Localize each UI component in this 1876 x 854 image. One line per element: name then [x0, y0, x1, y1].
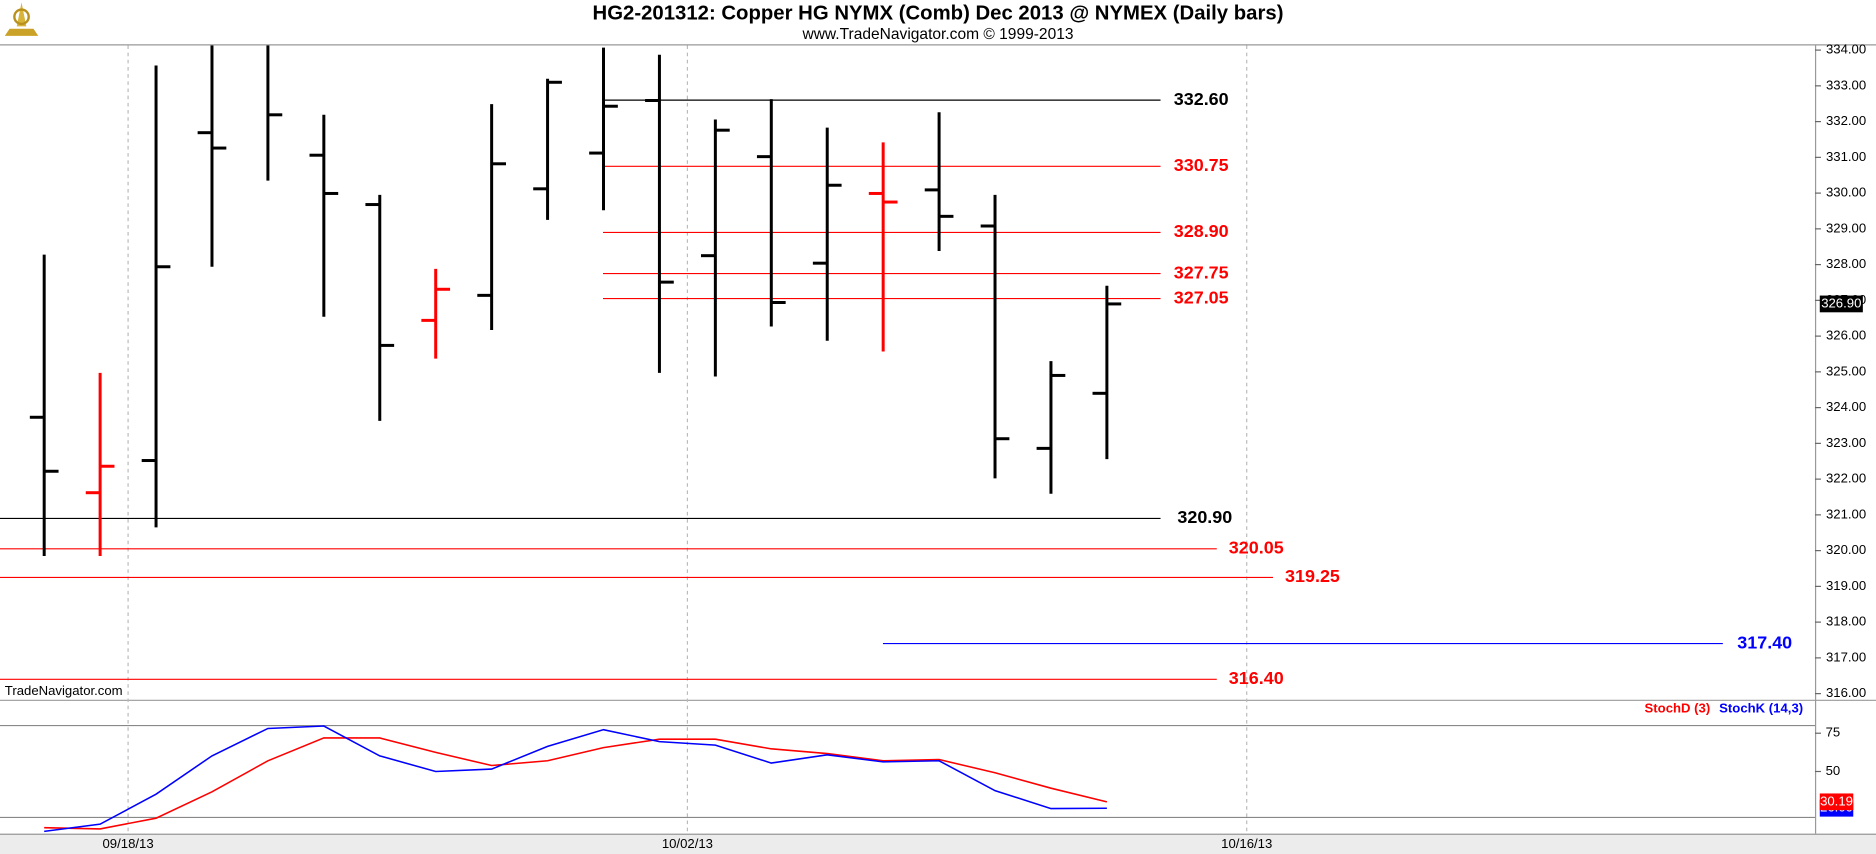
y-tick-label: 330.00 — [1826, 185, 1866, 200]
y-tick-label: 334.00 — [1826, 42, 1866, 57]
level-label: 328.90 — [1174, 221, 1229, 241]
last-value-label: 30.19 — [1820, 793, 1853, 808]
y-tick-label: 320.00 — [1826, 542, 1866, 557]
legend-entry: StochD (3) — [1645, 701, 1711, 716]
level-label: 330.75 — [1174, 155, 1229, 175]
logo — [4, 2, 39, 36]
last-price-box — [1819, 295, 1863, 313]
y-tick-label: 332.00 — [1826, 113, 1866, 128]
footer: TradeNavigator.com — [5, 683, 123, 698]
y-tick-label: 325.00 — [1826, 363, 1866, 378]
level-label: 327.05 — [1174, 287, 1229, 307]
last-value-box — [1819, 793, 1854, 811]
y-tick-label: 323.00 — [1826, 435, 1866, 450]
y-tick-label: 318.00 — [1826, 614, 1866, 629]
x-tick-label: 10/02/13 — [662, 836, 713, 851]
date-axis-band — [0, 833, 1876, 854]
y-tick-label: 317.00 — [1826, 649, 1866, 664]
chart-subtitle: www.TradeNavigator.com © 1999-2013 — [801, 26, 1073, 43]
level-label: 317.40 — [1737, 632, 1792, 652]
y-tick-label: 319.00 — [1826, 578, 1866, 593]
y-tick-label: 328.00 — [1826, 256, 1866, 271]
y-tick-label: 324.00 — [1826, 399, 1866, 414]
level-label: 327.75 — [1174, 262, 1229, 282]
x-tick-label: 09/18/13 — [103, 836, 154, 851]
level-label: 320.05 — [1229, 538, 1284, 558]
level-label: 332.60 — [1174, 89, 1229, 109]
stoch-line — [44, 725, 1107, 833]
stoch-line — [44, 737, 1108, 830]
y-tick-label: 50 — [1826, 763, 1841, 778]
x-tick-label: 10/16/13 — [1221, 836, 1272, 851]
y-tick-label: 321.00 — [1826, 506, 1866, 521]
y-tick-label: 75 — [1826, 725, 1841, 740]
y-tick-label: 316.00 — [1826, 685, 1866, 700]
y-tick-label: 331.00 — [1826, 149, 1866, 164]
y-tick-label: 329.00 — [1826, 220, 1866, 235]
level-label: 316.40 — [1229, 668, 1284, 688]
level-label: 320.90 — [1177, 507, 1232, 527]
y-tick-label: 322.00 — [1826, 471, 1866, 486]
last-price-label: 326.90 — [1821, 295, 1861, 310]
chart-title: HG2-201312: Copper HG NYMX (Comb) Dec 20… — [593, 3, 1284, 25]
y-tick-label: 333.00 — [1826, 77, 1866, 92]
legend-entry: StochK (14,3) — [1719, 701, 1803, 716]
level-label: 319.25 — [1285, 566, 1340, 586]
y-tick-label: 326.00 — [1826, 328, 1866, 343]
